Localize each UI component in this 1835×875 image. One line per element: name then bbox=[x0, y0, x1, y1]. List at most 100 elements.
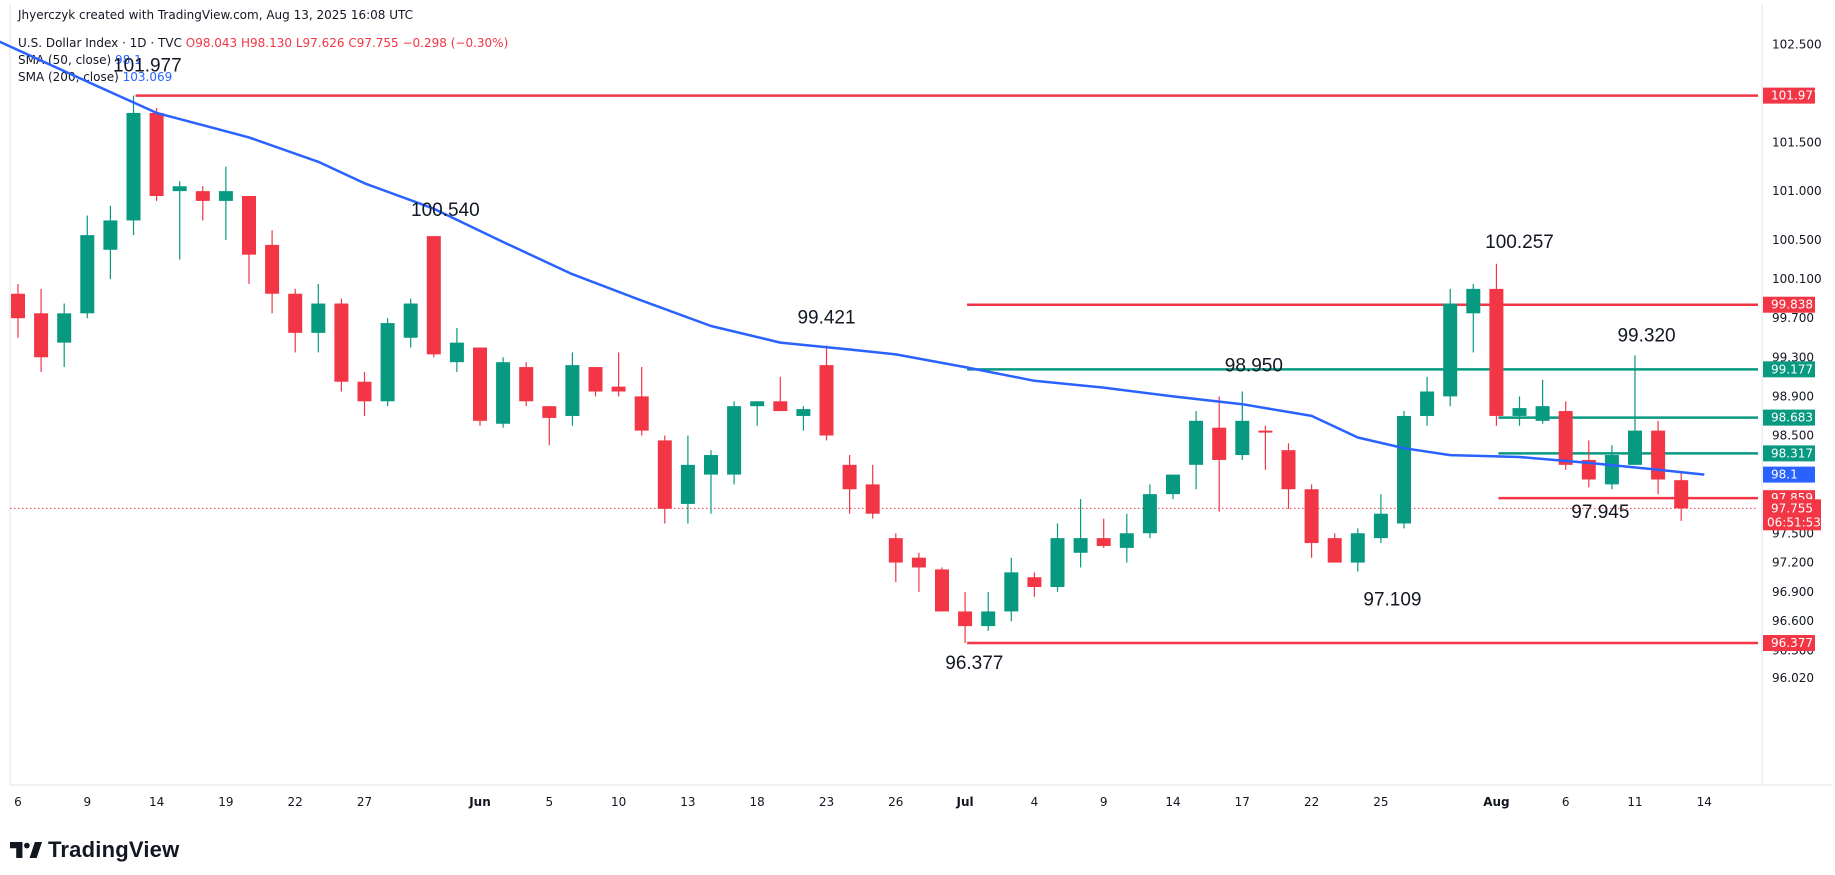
time-tick-label: Aug bbox=[1483, 795, 1509, 809]
candle-body[interactable] bbox=[1350, 533, 1365, 563]
candle-body[interactable] bbox=[1142, 494, 1157, 534]
candle-body[interactable] bbox=[265, 244, 280, 294]
candle-body[interactable] bbox=[1535, 406, 1550, 421]
candle-body[interactable] bbox=[1628, 430, 1642, 465]
candle-body[interactable] bbox=[1027, 577, 1042, 588]
candle-body[interactable] bbox=[496, 362, 511, 424]
candle-body[interactable] bbox=[1073, 538, 1088, 553]
level-tag-98.317-label: 98.317 bbox=[1771, 446, 1813, 460]
candle-body[interactable] bbox=[588, 367, 603, 392]
candle-body[interactable] bbox=[1651, 430, 1666, 480]
candle-body[interactable] bbox=[1397, 415, 1411, 524]
legend-symbol-row[interactable]: U.S. Dollar Index · 1D · TVC O98.043 H98… bbox=[18, 35, 508, 52]
price-tick-label: 102.500 bbox=[1772, 38, 1822, 52]
candle-body[interactable] bbox=[773, 401, 788, 412]
price-tick-label: 96.600 bbox=[1772, 614, 1814, 628]
time-tick-label: 19 bbox=[218, 795, 233, 809]
candle-body[interactable] bbox=[1373, 513, 1388, 539]
candle-body[interactable] bbox=[796, 409, 811, 416]
candle-body[interactable] bbox=[1604, 455, 1619, 485]
candle-body[interactable] bbox=[1189, 420, 1204, 465]
candle-body[interactable] bbox=[1281, 450, 1296, 490]
candle-body[interactable] bbox=[242, 196, 256, 255]
time-tick-label: 17 bbox=[1235, 795, 1250, 809]
time-tick-label: 13 bbox=[680, 795, 695, 809]
candle-body[interactable] bbox=[727, 406, 742, 475]
candle-body[interactable] bbox=[149, 112, 164, 197]
candle-body[interactable] bbox=[1674, 480, 1689, 509]
candle-body[interactable] bbox=[680, 464, 695, 504]
candle-body[interactable] bbox=[1258, 430, 1273, 433]
price-tick-label: 98.500 bbox=[1772, 429, 1814, 443]
candle-body[interactable] bbox=[958, 611, 973, 627]
candle-body[interactable] bbox=[80, 235, 95, 314]
candle-body[interactable] bbox=[334, 303, 349, 382]
candle-body[interactable] bbox=[1443, 303, 1458, 397]
candle-body[interactable] bbox=[819, 365, 834, 436]
candle-body[interactable] bbox=[888, 538, 903, 563]
candle-body[interactable] bbox=[1096, 538, 1111, 546]
candle-body[interactable] bbox=[1050, 538, 1065, 588]
candle-body[interactable] bbox=[565, 365, 580, 416]
candle-body[interactable] bbox=[911, 557, 926, 568]
legend-sma50-row[interactable]: SMA (50, close) 98.1 bbox=[18, 52, 508, 69]
candle-body[interactable] bbox=[311, 303, 326, 333]
candle-body[interactable] bbox=[981, 611, 996, 627]
candle-body[interactable] bbox=[1466, 288, 1481, 314]
candle-body[interactable] bbox=[704, 455, 718, 475]
candle-body[interactable] bbox=[1304, 489, 1319, 544]
price-tick-label: 101.500 bbox=[1772, 135, 1822, 149]
time-tick-label: 14 bbox=[149, 795, 164, 809]
candle-body[interactable] bbox=[1327, 538, 1342, 563]
sma50-line[interactable] bbox=[0, 40, 1705, 476]
legend-sma200-value: 103.069 bbox=[122, 70, 173, 84]
candle-body[interactable] bbox=[750, 401, 765, 407]
candle-body[interactable] bbox=[126, 112, 141, 221]
candle-body[interactable] bbox=[403, 303, 418, 338]
price-tick-label: 99.300 bbox=[1772, 350, 1814, 364]
candle-body[interactable] bbox=[542, 406, 557, 418]
candle-body[interactable] bbox=[1558, 411, 1573, 465]
candle-body[interactable] bbox=[288, 293, 303, 333]
time-tick-label: 10 bbox=[611, 795, 626, 809]
candle-body[interactable] bbox=[1581, 459, 1596, 480]
candle-body[interactable] bbox=[1420, 391, 1435, 416]
level-tag-101.977-bg bbox=[1763, 87, 1815, 104]
candle-body[interactable] bbox=[935, 569, 949, 612]
candle-body[interactable] bbox=[218, 191, 233, 201]
candle-body[interactable] bbox=[634, 396, 649, 431]
candle-body[interactable] bbox=[611, 386, 626, 392]
candle-body[interactable] bbox=[519, 367, 534, 402]
candle-body[interactable] bbox=[1235, 420, 1250, 456]
candle-body[interactable] bbox=[842, 464, 857, 490]
candle-body[interactable] bbox=[657, 440, 672, 509]
candle-body[interactable] bbox=[57, 313, 72, 343]
time-tick-label: 9 bbox=[1100, 795, 1108, 809]
candle-body[interactable] bbox=[1489, 288, 1504, 416]
candle-body[interactable] bbox=[426, 236, 441, 355]
candle-body[interactable] bbox=[380, 323, 395, 402]
candle-body[interactable] bbox=[473, 347, 487, 421]
legend-symbol: U.S. Dollar Index · 1D · TVC bbox=[18, 36, 182, 50]
candle-body[interactable] bbox=[449, 342, 464, 363]
candle-body[interactable] bbox=[172, 186, 187, 192]
time-tick-label: 25 bbox=[1373, 795, 1388, 809]
tradingview-brand[interactable]: TradingView bbox=[10, 837, 179, 863]
candle-body[interactable] bbox=[11, 293, 25, 319]
candle-body[interactable] bbox=[1119, 533, 1134, 548]
candle-body[interactable] bbox=[1512, 408, 1527, 416]
candle-body[interactable] bbox=[357, 381, 372, 402]
candle-body[interactable] bbox=[103, 220, 118, 250]
candle-body[interactable] bbox=[1166, 474, 1180, 495]
candle-body[interactable] bbox=[1212, 427, 1227, 460]
created-by-caption: Jhyerczyk created with TradingView.com, … bbox=[18, 8, 414, 22]
candle-body[interactable] bbox=[34, 313, 49, 358]
candle-body[interactable] bbox=[1004, 572, 1019, 612]
candle-body[interactable] bbox=[865, 484, 880, 514]
price-annotation: 100.540 bbox=[411, 200, 480, 221]
sma50-tag-label: 98.1 bbox=[1771, 468, 1798, 482]
legend-sma200-row[interactable]: SMA (200, close) 103.069 bbox=[18, 69, 508, 86]
time-tick-label: Jun bbox=[468, 795, 491, 809]
candle-body[interactable] bbox=[195, 191, 210, 201]
